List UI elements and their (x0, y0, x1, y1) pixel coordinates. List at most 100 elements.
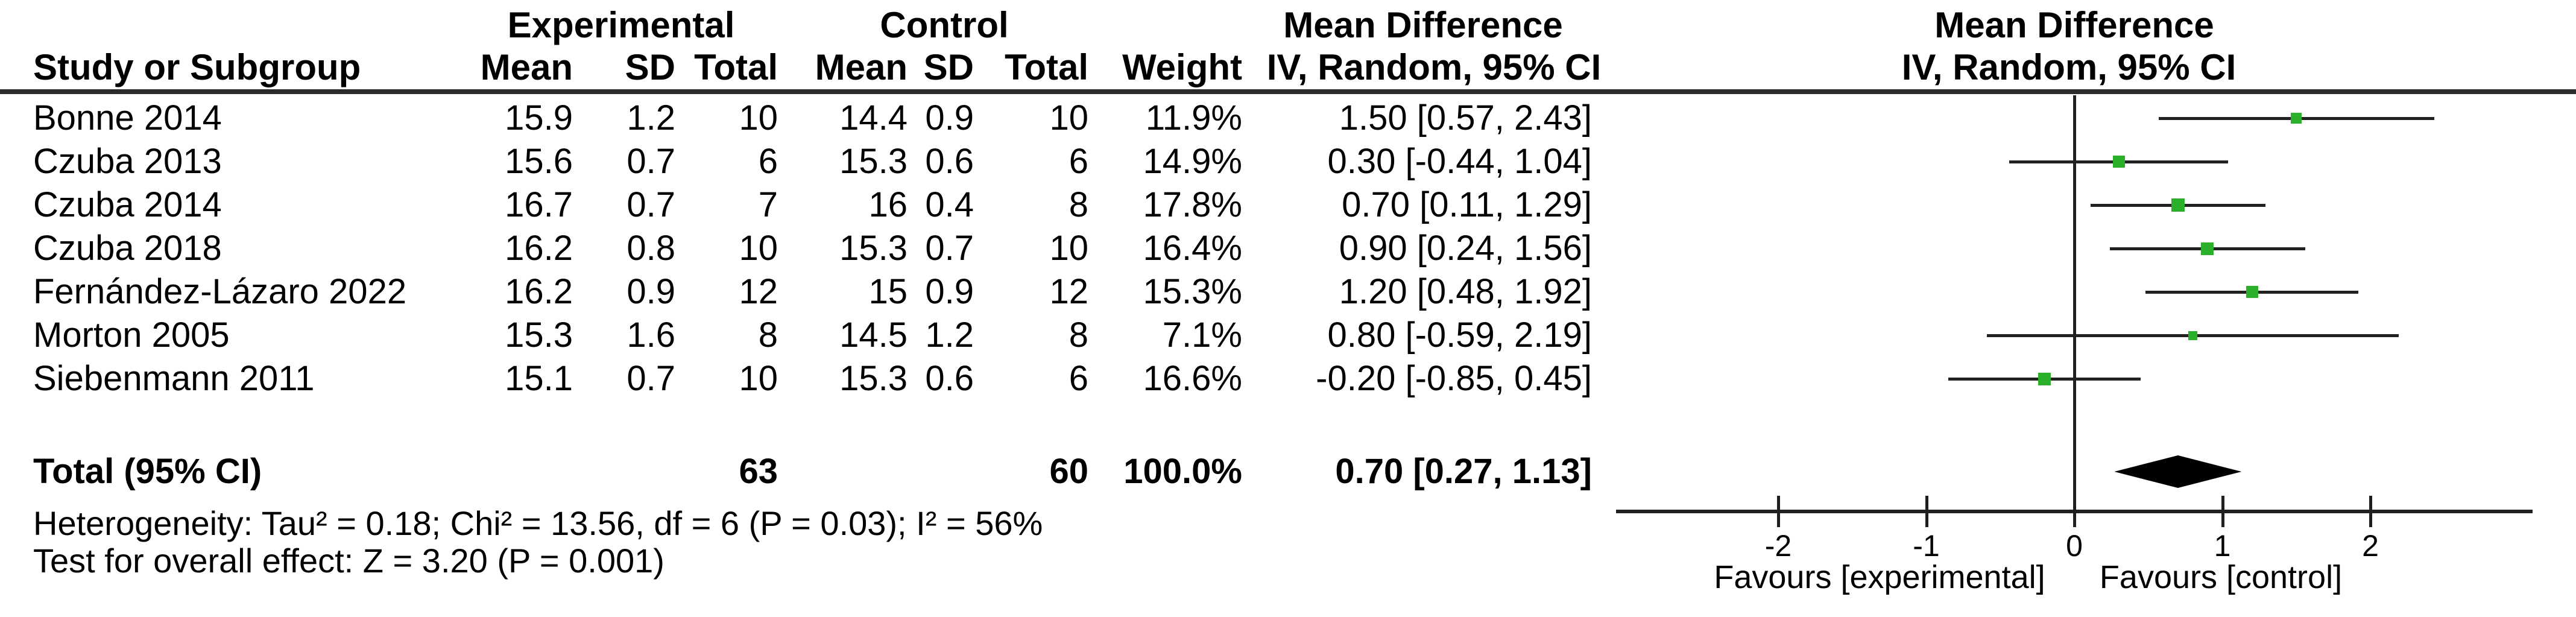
header-ctrl-total: Total (1005, 47, 1088, 87)
exp-sd: 0.7 (627, 185, 675, 224)
favours-right-label: Favours [control] (2099, 559, 2343, 595)
total-row-label: Total (95% CI) (33, 452, 262, 491)
exp-mean: 15.6 (505, 142, 573, 181)
axis-tick (1925, 496, 1928, 527)
weight-value: 16.4% (1143, 229, 1242, 268)
tick-label: 2 (2362, 529, 2379, 563)
ci-value-text: 0.70 [0.11, 1.29] (1342, 185, 1592, 224)
header-mean-difference-plot: Mean Difference (1934, 5, 2214, 45)
ci-value-text: 0.30 [-0.44, 1.04] (1327, 142, 1592, 181)
header-ci-method-plot: IV, Random, 95% CI (1901, 47, 2237, 87)
summary-diamond (2114, 455, 2242, 488)
weight-value: 14.9% (1143, 142, 1242, 181)
exp-sd: 1.6 (627, 315, 675, 355)
study-name: Siebenmann 2011 (33, 359, 315, 398)
ctrl-mean: 14.5 (839, 315, 908, 355)
header-exp-total: Total (694, 47, 778, 87)
weight-value: 16.6% (1143, 359, 1242, 398)
ctrl-mean: 15.3 (839, 142, 908, 181)
weight-value: 17.8% (1143, 185, 1242, 224)
axis-tick (2073, 496, 2076, 527)
ctrl-sd: 0.9 (925, 98, 974, 138)
exp-sd: 0.7 (627, 142, 675, 181)
heterogeneity-stats: Heterogeneity: Tau² = 0.18; Chi² = 13.56… (33, 504, 1043, 542)
ctrl-sd: 0.6 (925, 142, 974, 181)
ci-value-text: -0.20 [-0.85, 0.45] (1316, 359, 1592, 398)
exp-sd: 0.7 (627, 359, 675, 398)
exp-mean: 15.3 (505, 315, 573, 355)
exp-sd: 0.9 (627, 272, 675, 311)
ctrl-sd: 0.4 (925, 185, 974, 224)
total-exp-total: 63 (739, 452, 778, 491)
effect-marker (2038, 372, 2051, 385)
study-name: Morton 2005 (33, 315, 230, 355)
header-mean-difference-text: Mean Difference (1283, 5, 1563, 45)
ctrl-mean: 15 (868, 272, 908, 311)
tick-label: 0 (2066, 529, 2083, 563)
exp-total: 7 (758, 185, 778, 224)
exp-mean: 15.9 (505, 98, 573, 138)
total-weight: 100.0% (1123, 452, 1242, 491)
ctrl-sd: 0.6 (925, 359, 974, 398)
ctrl-mean: 15.3 (839, 229, 908, 268)
ctrl-total: 10 (1049, 98, 1088, 138)
total-ctrl-total: 60 (1049, 452, 1088, 491)
ctrl-total: 10 (1049, 229, 1088, 268)
exp-sd: 0.8 (627, 229, 675, 268)
ctrl-total: 6 (1069, 359, 1088, 398)
ctrl-total: 8 (1069, 185, 1088, 224)
exp-total: 10 (739, 98, 778, 138)
ci-value-text: 1.50 [0.57, 2.43] (1339, 98, 1592, 138)
ctrl-total: 8 (1069, 315, 1088, 355)
axis-tick (1777, 496, 1780, 527)
ctrl-sd: 0.9 (925, 272, 974, 311)
exp-total: 10 (739, 229, 778, 268)
ci-value-text: 0.80 [-0.59, 2.19] (1327, 315, 1592, 355)
study-name: Fernández-Lázaro 2022 (33, 272, 407, 311)
exp-mean: 16.2 (505, 272, 573, 311)
header-experimental-group: Experimental (507, 5, 735, 45)
effect-marker (2201, 242, 2214, 255)
effect-marker (2112, 156, 2125, 168)
effect-marker (2291, 113, 2302, 124)
tick-label: -2 (1764, 529, 1792, 563)
study-name: Czuba 2018 (33, 229, 222, 268)
ctrl-mean: 16 (868, 185, 908, 224)
ctrl-total: 6 (1069, 142, 1088, 181)
header-separator-line (0, 89, 2576, 94)
header-exp-sd: SD (625, 47, 675, 87)
ctrl-total: 12 (1049, 272, 1088, 311)
ctrl-sd: 1.2 (925, 315, 974, 355)
overall-effect-test: Test for overall effect: Z = 3.20 (P = 0… (33, 542, 665, 580)
exp-total: 12 (739, 272, 778, 311)
weight-value: 15.3% (1143, 272, 1242, 311)
exp-total: 8 (758, 315, 778, 355)
study-name: Czuba 2014 (33, 185, 222, 224)
zero-line (2073, 95, 2076, 510)
favours-left-label: Favours [experimental] (1714, 559, 2045, 595)
total-ci-text: 0.70 [0.27, 1.13] (1335, 452, 1592, 491)
effect-marker (2246, 286, 2258, 298)
effect-marker (2188, 331, 2197, 340)
header-ctrl-sd: SD (923, 47, 974, 87)
exp-mean: 16.7 (505, 185, 573, 224)
tick-label: 1 (2214, 529, 2231, 563)
axis-tick (2221, 496, 2224, 527)
header-control-group: Control (880, 5, 1009, 45)
ctrl-sd: 0.7 (925, 229, 974, 268)
exp-mean: 15.1 (505, 359, 573, 398)
tick-label: -1 (1913, 529, 1940, 563)
exp-total: 10 (739, 359, 778, 398)
ci-value-text: 0.90 [0.24, 1.56] (1339, 229, 1592, 268)
effect-marker (2171, 198, 2185, 212)
header-exp-mean: Mean (480, 47, 573, 87)
ci-value-text: 1.20 [0.48, 1.92] (1339, 272, 1592, 311)
weight-value: 11.9% (1145, 98, 1242, 138)
header-ctrl-mean: Mean (815, 47, 908, 87)
header-ci-method-text: IV, Random, 95% CI (1266, 47, 1602, 87)
header-weight: Weight (1122, 47, 1242, 87)
exp-mean: 16.2 (505, 229, 573, 268)
ctrl-mean: 15.3 (839, 359, 908, 398)
ctrl-mean: 14.4 (839, 98, 908, 138)
